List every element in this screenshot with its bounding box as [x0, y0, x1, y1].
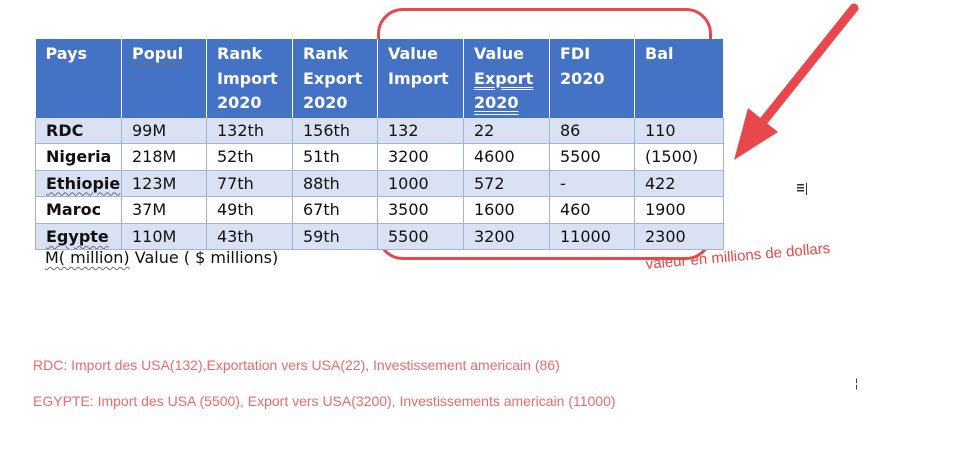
header-rank-import: Rank Import 2020 [206, 39, 293, 118]
cell-fdi: 86 [549, 117, 635, 145]
header-line: FDI [560, 44, 591, 63]
header-line: Bal [645, 44, 674, 63]
cell-popul: 123M [121, 170, 207, 198]
header-line: Export [474, 68, 534, 88]
header-pays: Pays [35, 39, 122, 118]
cell-rank-export: 51th [292, 143, 378, 171]
header-line: Import [217, 68, 278, 88]
cell-pays: Ethiopie [35, 170, 122, 198]
header-bal: Bal [634, 39, 724, 118]
header-fdi: FDI 2020 [549, 39, 635, 118]
header-line: Value [474, 44, 525, 63]
units-note-rest: Value ( $ millions) [129, 248, 279, 267]
country-trade-table: Pays Popul Rank Import 2020 Rank Export … [35, 39, 724, 251]
cell-value-import: 1000 [377, 170, 464, 198]
header-line: Popul [132, 44, 184, 63]
cell-value-export: 4600 [463, 143, 550, 171]
header-line: Import [388, 68, 449, 88]
cell-bal: 2300 [634, 223, 724, 251]
header-value-export: Value Export 2020 [463, 39, 550, 118]
cell-popul: 37M [121, 196, 207, 224]
header-value-import: Value Import [377, 39, 464, 118]
table-row: Egypte 110M 43th 59th 5500 3200 11000 23… [35, 223, 724, 251]
cell-popul: 99M [121, 117, 207, 145]
cell-pays: Maroc [35, 196, 122, 224]
table-row: Maroc 37M 49th 67th 3500 1600 460 1900 [35, 196, 724, 224]
header-line: Rank [303, 44, 349, 63]
cell-pays-text: Egypte [46, 226, 109, 246]
cell-bal: 110 [634, 117, 724, 145]
cell-value-import: 5500 [377, 223, 464, 251]
units-note: M( million) Value ( $ millions) [45, 248, 278, 267]
cell-rank-import: 77th [206, 170, 293, 198]
header-popul: Popul [121, 39, 207, 118]
header-line: Rank [217, 44, 263, 63]
cell-rank-export: 67th [292, 196, 378, 224]
header-row: Pays Popul Rank Import 2020 Rank Export … [35, 39, 724, 118]
header-line: 2020 [303, 93, 348, 112]
cell-bal: (1500) [634, 143, 724, 171]
cell-pays: Nigeria [35, 143, 122, 171]
header-rank-export: Rank Export 2020 [292, 39, 378, 118]
header-line: 2020 [560, 68, 605, 88]
cell-bal: 1900 [634, 196, 724, 224]
cell-fdi: 460 [549, 196, 635, 224]
table-row: RDC 99M 132th 156th 132 22 86 110 [35, 117, 724, 145]
cell-value-export: 22 [463, 117, 550, 145]
header-line: Value [388, 44, 439, 63]
cell-fdi: 5500 [549, 143, 635, 171]
cell-rank-import: 132th [206, 117, 293, 145]
cell-rank-import: 52th [206, 143, 293, 171]
cell-bal: 422 [634, 170, 724, 198]
cell-fdi: 11000 [549, 223, 635, 251]
units-note-abbrev: M( million) [45, 248, 130, 267]
stray-mark: ¦ [855, 376, 859, 390]
cell-value-export: 3200 [463, 223, 550, 251]
header-line: 2020 [474, 93, 519, 112]
cell-value-import: 132 [377, 117, 464, 145]
red-arrow-icon [734, 3, 859, 160]
text-cursor-icon [797, 183, 807, 195]
egypte-summary-line: EGYPTE: Import des USA (5500), Export ve… [33, 393, 616, 409]
table-row: Nigeria 218M 52th 51th 3200 4600 5500 (1… [35, 143, 724, 171]
cell-value-import: 3500 [377, 196, 464, 224]
cell-rank-import: 49th [206, 196, 293, 224]
cell-fdi: - [549, 170, 635, 198]
rdc-summary-line: RDC: Import des USA(132),Exportation ver… [33, 357, 560, 373]
cell-rank-import: 43th [206, 223, 293, 251]
cell-value-export: 572 [463, 170, 550, 198]
cell-pays: Egypte [35, 223, 122, 251]
cell-popul: 110M [121, 223, 207, 251]
cell-rank-export: 156th [292, 117, 378, 145]
table-row: Ethiopie 123M 77th 88th 1000 572 - 422 [35, 170, 724, 198]
cell-popul: 218M [121, 143, 207, 171]
header-line: Pays [45, 44, 88, 63]
header-line: Export [303, 68, 363, 88]
header-line: 2020 [217, 93, 262, 112]
cell-rank-export: 59th [292, 223, 378, 251]
cell-rank-export: 88th [292, 170, 378, 198]
cell-value-import: 3200 [377, 143, 464, 171]
cell-pays-text: Ethiopie [46, 173, 121, 193]
cell-value-export: 1600 [463, 196, 550, 224]
cell-pays: RDC [35, 117, 122, 145]
